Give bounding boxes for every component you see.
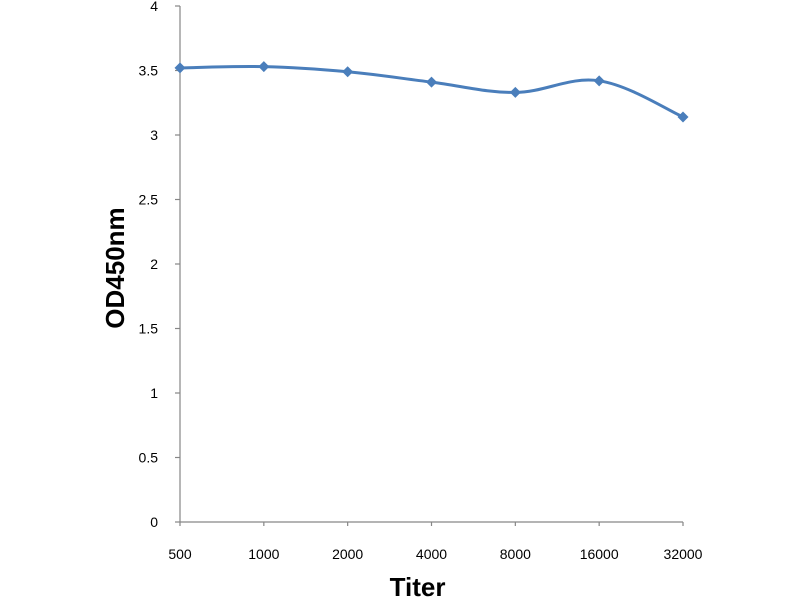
- x-tick-label: 32000: [664, 546, 703, 562]
- x-tick-label: 16000: [580, 546, 619, 562]
- x-tick-label: 2000: [332, 546, 363, 562]
- data-point-marker: [677, 111, 689, 123]
- series-line: [178, 64, 685, 119]
- x-tick-label: 500: [168, 546, 192, 562]
- x-axis-title: Titer: [390, 572, 446, 600]
- data-point-marker: [342, 66, 354, 78]
- y-tick-label: 0: [150, 514, 158, 530]
- data-point-marker: [426, 76, 437, 88]
- y-tick-label: 3: [150, 127, 158, 143]
- y-tick-label: 0.5: [139, 450, 159, 466]
- y-axis-ticks: 0 0.5 1 1.5 2 2.5 3 3.5 4: [139, 0, 180, 530]
- series-group: [174, 61, 689, 123]
- y-tick-label: 1.5: [139, 321, 159, 337]
- data-point-marker: [174, 62, 186, 74]
- y-tick-label: 4: [150, 0, 158, 14]
- y-tick-label: 3.5: [139, 63, 159, 79]
- data-point-marker: [593, 75, 605, 87]
- y-axis-title: OD450nm: [100, 207, 130, 328]
- x-tick-label: 8000: [500, 546, 531, 562]
- x-tick-label: 1000: [248, 546, 279, 562]
- data-point-marker: [258, 61, 270, 73]
- y-tick-label: 2: [150, 256, 158, 272]
- x-axis-ticks: 500 1000 2000 4000 8000 16000 32000: [168, 522, 703, 562]
- x-tick-label: 4000: [416, 546, 447, 562]
- data-point-marker: [509, 86, 521, 98]
- y-tick-label: 2.5: [139, 192, 159, 208]
- y-tick-label: 1: [150, 385, 158, 401]
